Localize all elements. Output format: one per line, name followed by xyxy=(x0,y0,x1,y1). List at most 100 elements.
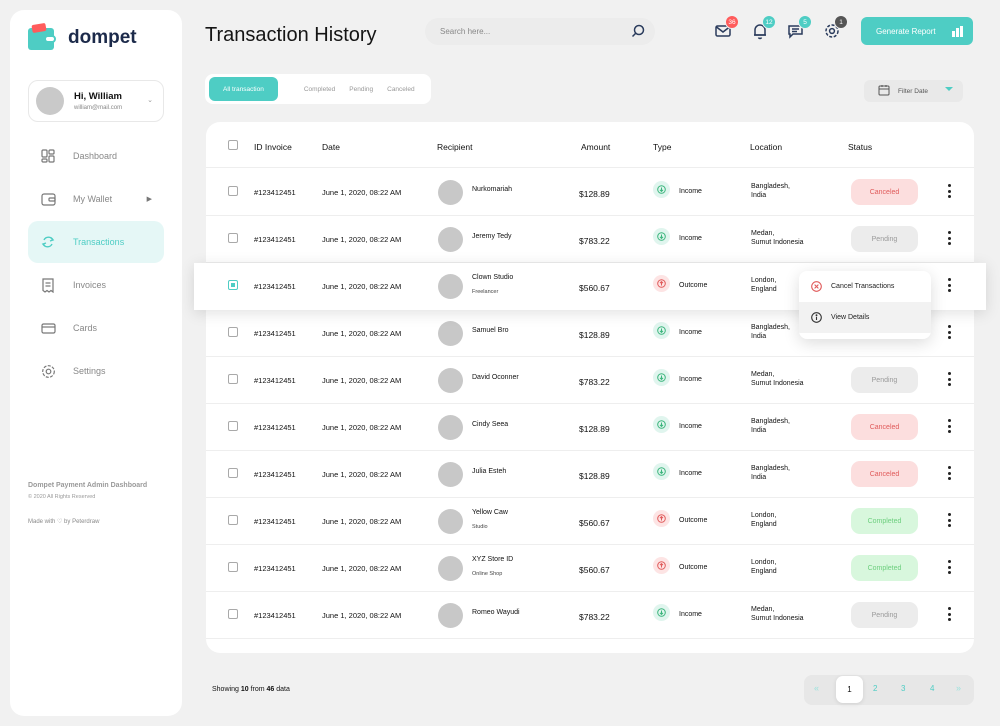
chevron-down-icon[interactable]: ⌄ xyxy=(147,97,153,104)
table-row[interactable]: #123412451 June 1, 2020, 08:22 AM Nurkomar… xyxy=(206,169,974,216)
tab-canceled[interactable]: Canceled xyxy=(387,85,415,93)
column-header-status[interactable]: Status xyxy=(848,142,873,152)
page-1-button[interactable]: 1 xyxy=(836,676,863,703)
status-badge: Completed xyxy=(851,555,918,581)
more-options-icon[interactable] xyxy=(944,278,954,292)
more-options-icon[interactable] xyxy=(944,184,954,198)
column-header-date[interactable]: Date xyxy=(322,142,340,152)
transaction-location: Bangladesh, India xyxy=(751,465,790,482)
income-arrow-icon xyxy=(653,181,670,198)
table-row[interactable]: #123412451 June 1, 2020, 08:22 AM Julia Es… xyxy=(206,451,974,498)
transaction-date: June 1, 2020, 08:22 AM xyxy=(322,470,402,479)
transaction-amount: $783.22 xyxy=(579,377,610,387)
search-bar[interactable] xyxy=(425,18,655,45)
status-badge: Canceled xyxy=(851,461,918,487)
invoice-id: #123412451 xyxy=(254,564,296,573)
row-checkbox[interactable] xyxy=(228,186,238,196)
page-2-button[interactable]: 2 xyxy=(873,684,878,693)
prev-page-button[interactable]: « xyxy=(814,683,820,693)
column-header-id[interactable]: ID Invoice xyxy=(254,142,292,152)
transaction-type: Income xyxy=(679,235,702,242)
status-tabs: All transaction Completed Pending Cancel… xyxy=(205,74,431,104)
transaction-amount: $128.89 xyxy=(579,424,610,434)
table-row[interactable]: #123412451 June 1, 2020, 08:22 AM David Oc… xyxy=(206,357,974,404)
sidebar-item-settings[interactable]: Settings xyxy=(28,350,164,392)
more-options-icon[interactable] xyxy=(944,560,954,574)
transaction-type: Income xyxy=(679,188,702,195)
table-row[interactable]: #123412451 June 1, 2020, 08:22 AM Romeo Wa… xyxy=(206,592,974,639)
next-page-button[interactable]: » xyxy=(956,683,962,693)
transaction-date: June 1, 2020, 08:22 AM xyxy=(322,423,402,432)
tab-completed[interactable]: Completed xyxy=(303,85,336,93)
sidebar-item-invoices[interactable]: Invoices xyxy=(28,264,164,306)
sidebar-footer-title: Dompet Payment Admin Dashboard xyxy=(28,482,148,489)
more-options-icon[interactable] xyxy=(944,607,954,621)
recipient-avatar xyxy=(438,603,463,628)
gear-icon[interactable]: 1 xyxy=(823,15,848,40)
more-options-icon[interactable] xyxy=(944,513,954,527)
sidebar-item-my-wallet[interactable]: My Wallet ▶ xyxy=(28,178,164,220)
more-options-icon[interactable] xyxy=(944,372,954,386)
income-arrow-icon xyxy=(653,369,670,386)
mail-icon[interactable]: 36 xyxy=(714,15,739,40)
table-row[interactable]: #123412451 June 1, 2020, 08:22 AM Samuel B… xyxy=(206,310,974,357)
row-checkbox[interactable] xyxy=(228,515,238,525)
table-row[interactable]: #123412451 June 1, 2020, 08:22 AM Jeremy T… xyxy=(206,216,974,263)
more-options-icon[interactable] xyxy=(944,466,954,480)
mail-badge: 36 xyxy=(725,15,739,29)
invoice-icon xyxy=(39,276,57,294)
profile-card[interactable]: Hi, William william@mail.com ⌄ xyxy=(28,80,164,122)
page-3-button[interactable]: 3 xyxy=(901,684,906,693)
status-badge: Completed xyxy=(851,508,918,534)
transaction-location: Medan, Sumut Indonesia xyxy=(751,606,804,623)
showing-count: Showing 10 from 46 data xyxy=(212,686,290,693)
sidebar-item-dashboard[interactable]: Dashboard xyxy=(28,135,164,177)
column-header-location[interactable]: Location xyxy=(750,142,783,152)
more-options-icon[interactable] xyxy=(944,419,954,433)
filter-date-dropdown[interactable]: Filter Date xyxy=(864,80,963,102)
pagination: « 1 2 3 4 » xyxy=(804,675,974,705)
more-options-icon[interactable] xyxy=(944,231,954,245)
chat-icon[interactable]: 5 xyxy=(787,15,812,40)
generate-report-button[interactable]: Generate Report xyxy=(861,17,973,45)
table-row[interactable]: #123412451 June 1, 2020, 08:22 AM Cindy Se… xyxy=(206,404,974,451)
tab-pending[interactable]: Pending xyxy=(349,85,374,93)
search-icon[interactable] xyxy=(631,24,645,43)
page-4-button[interactable]: 4 xyxy=(930,684,935,693)
invoice-id: #123412451 xyxy=(254,470,296,479)
outcome-arrow-icon xyxy=(653,510,670,527)
sidebar-item-label: Settings xyxy=(73,366,106,376)
income-arrow-icon xyxy=(653,322,670,339)
select-all-checkbox[interactable] xyxy=(228,140,238,150)
column-header-amount[interactable]: Amount xyxy=(581,142,611,152)
column-header-type[interactable]: Type xyxy=(653,142,672,152)
row-checkbox[interactable] xyxy=(228,609,238,619)
search-input[interactable] xyxy=(440,27,620,36)
invoice-id: #123412451 xyxy=(254,329,296,338)
table-row[interactable]: #123412451 June 1, 2020, 08:22 AM Yellow C… xyxy=(206,498,974,545)
recipient-subtitle: Studio xyxy=(472,524,488,530)
status-badge: Pending xyxy=(851,602,918,628)
sidebar-item-transactions[interactable]: Transactions xyxy=(28,221,164,263)
view-details-menu-item[interactable]: View Details xyxy=(799,302,931,333)
sidebar-item-cards[interactable]: Cards xyxy=(28,307,164,349)
cancel-transaction-menu-item[interactable]: Cancel Transactions xyxy=(799,271,931,302)
status-badge: Canceled xyxy=(851,179,918,205)
more-options-icon[interactable] xyxy=(944,325,954,339)
row-checkbox[interactable] xyxy=(228,468,238,478)
row-checkbox[interactable] xyxy=(228,374,238,384)
table-row[interactable]: #123412451 June 1, 2020, 08:22 AM XYZ Stor… xyxy=(206,545,974,592)
profile-name: Hi, William xyxy=(74,91,122,102)
row-checkbox[interactable] xyxy=(228,421,238,431)
bell-icon[interactable]: 12 xyxy=(751,15,776,40)
row-checkbox[interactable] xyxy=(228,233,238,243)
transaction-location: Bangladesh, India xyxy=(751,418,790,435)
cancel-circle-icon xyxy=(811,281,822,292)
tab-all-transaction[interactable]: All transaction xyxy=(209,77,278,101)
recipient-name: Romeo Wayudi xyxy=(472,609,520,616)
brand-logo[interactable]: dompet xyxy=(28,22,137,52)
row-checkbox[interactable] xyxy=(228,327,238,337)
row-checkbox[interactable] xyxy=(228,562,238,572)
column-header-recipient[interactable]: Recipient xyxy=(437,142,473,152)
row-checkbox[interactable] xyxy=(228,280,238,290)
